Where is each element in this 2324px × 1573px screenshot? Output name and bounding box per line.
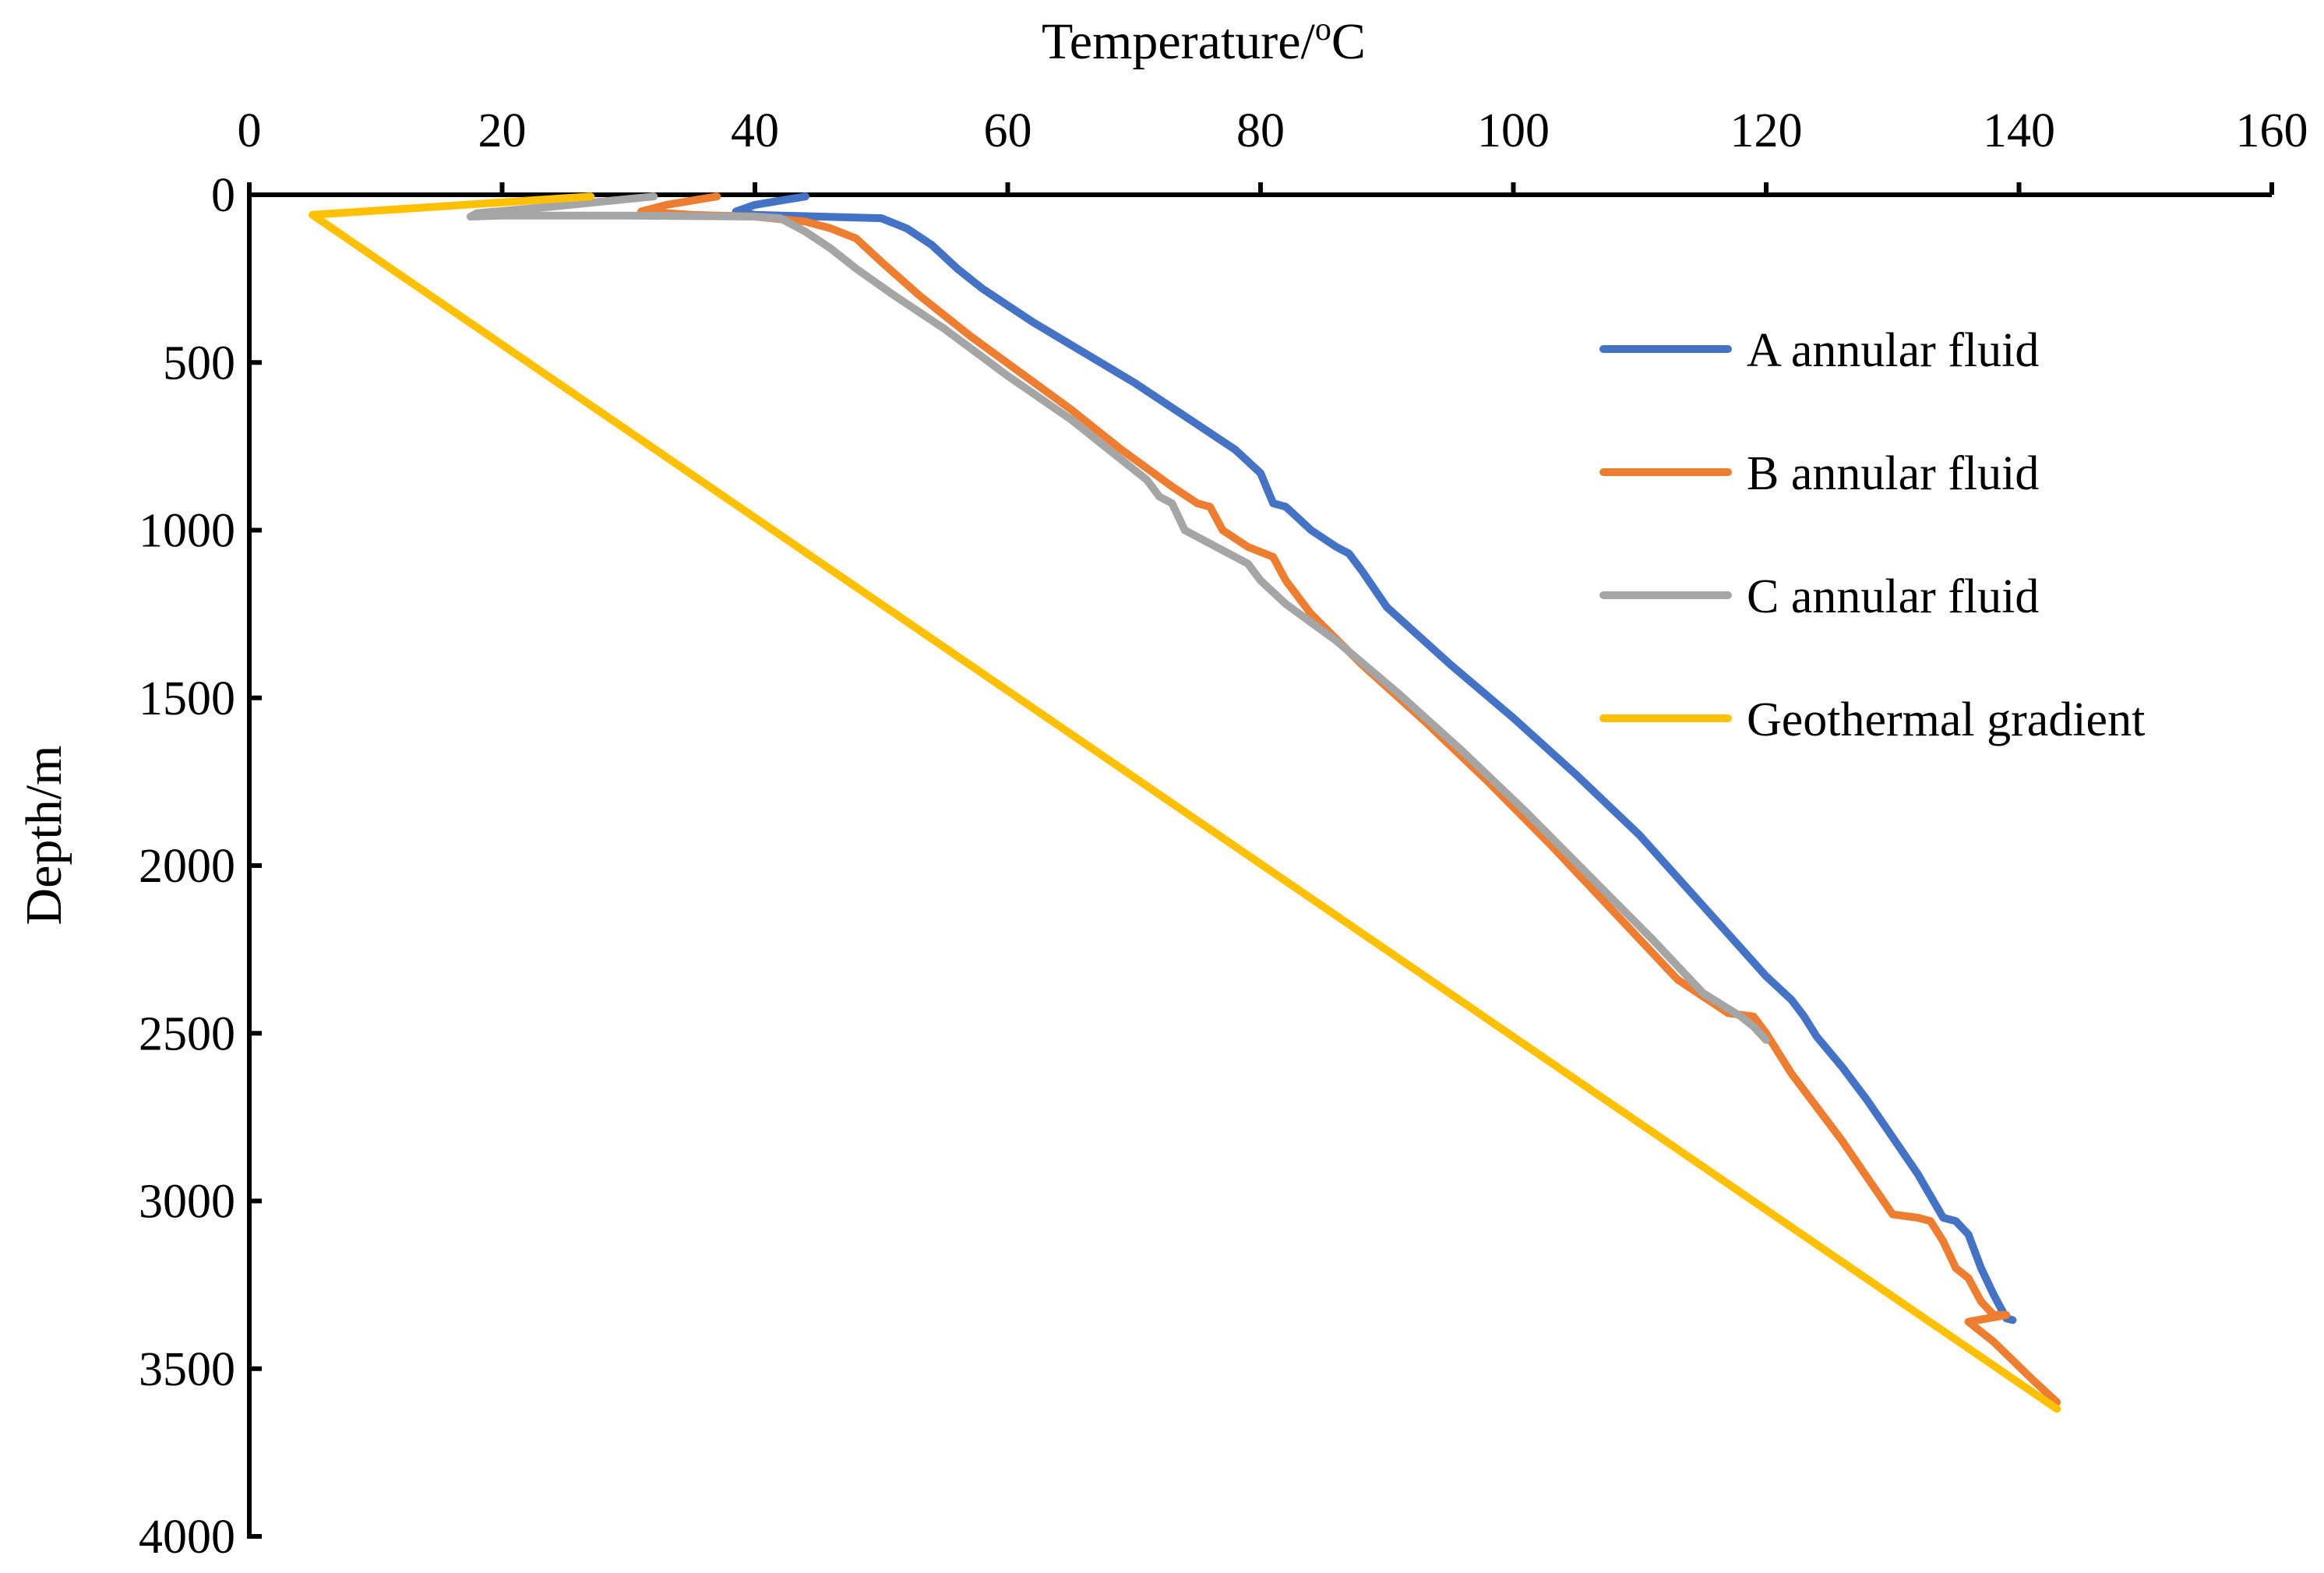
x-tick-label: 60 bbox=[984, 104, 1032, 157]
series-group bbox=[309, 192, 2061, 1413]
x-tick-label: 100 bbox=[1477, 104, 1550, 157]
legend-label-geothermal-gradient: Geothermal gradient bbox=[1747, 693, 2145, 746]
y-ticks: 0 500 1000 1500 2000 2500 3000 3500 4000 bbox=[139, 169, 262, 1564]
y-tick-label: 500 bbox=[163, 337, 235, 390]
y-tick-label: 3500 bbox=[139, 1343, 235, 1396]
legend: A annular fluid B annular fluid C annular … bbox=[1599, 324, 2145, 746]
x-axis-title-unit: C bbox=[1331, 13, 1366, 70]
series-line-geothermal-gradient bbox=[309, 192, 2061, 1413]
y-tick-label: 1000 bbox=[139, 505, 235, 558]
x-axis-title-text: Temperature/oC bbox=[1042, 12, 1366, 70]
x-tick-label: 140 bbox=[1983, 104, 2055, 157]
y-tick-label: 2000 bbox=[139, 840, 235, 893]
legend-label-c-annular-fluid: C annular fluid bbox=[1747, 570, 2039, 623]
x-tick-label: 80 bbox=[1236, 104, 1285, 157]
x-tick-label: 0 bbox=[238, 104, 262, 157]
x-axis-title-superscript: o bbox=[1315, 12, 1331, 48]
y-tick-label: 0 bbox=[211, 169, 235, 222]
x-tick-label: 40 bbox=[731, 104, 779, 157]
x-axis-title-main: Temperature/ bbox=[1042, 13, 1316, 70]
x-tick-label: 20 bbox=[478, 104, 527, 157]
y-tick-label: 4000 bbox=[139, 1511, 235, 1564]
y-tick-label: 3000 bbox=[139, 1176, 235, 1229]
series-line-b-annular-fluid bbox=[637, 192, 2061, 1406]
legend-label-a-annular-fluid: A annular fluid bbox=[1747, 324, 2039, 377]
series-line-c-annular-fluid bbox=[466, 192, 1770, 1044]
series-line-a-annular-fluid bbox=[732, 192, 2017, 1324]
x-tick-label: 160 bbox=[2236, 104, 2308, 157]
legend-label-b-annular-fluid: B annular fluid bbox=[1747, 447, 2039, 500]
y-tick-label: 1500 bbox=[139, 672, 235, 725]
x-tick-label: 120 bbox=[1730, 104, 1803, 157]
x-axis-title: Temperature/oC bbox=[1042, 12, 1366, 70]
y-axis-title: Depth/m bbox=[16, 746, 72, 926]
x-ticks: 0 20 40 60 80 100 120 140 160 bbox=[238, 104, 2308, 195]
y-tick-label: 2500 bbox=[139, 1007, 235, 1060]
